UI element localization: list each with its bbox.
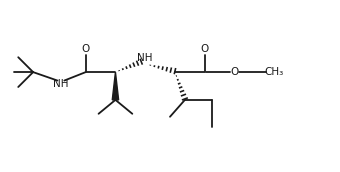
Text: NH: NH: [53, 79, 69, 89]
Polygon shape: [112, 72, 119, 100]
Text: CH₃: CH₃: [265, 67, 284, 77]
Text: O: O: [201, 44, 209, 54]
Text: O: O: [82, 44, 90, 54]
Text: NH: NH: [137, 53, 153, 63]
Text: O: O: [231, 67, 239, 77]
